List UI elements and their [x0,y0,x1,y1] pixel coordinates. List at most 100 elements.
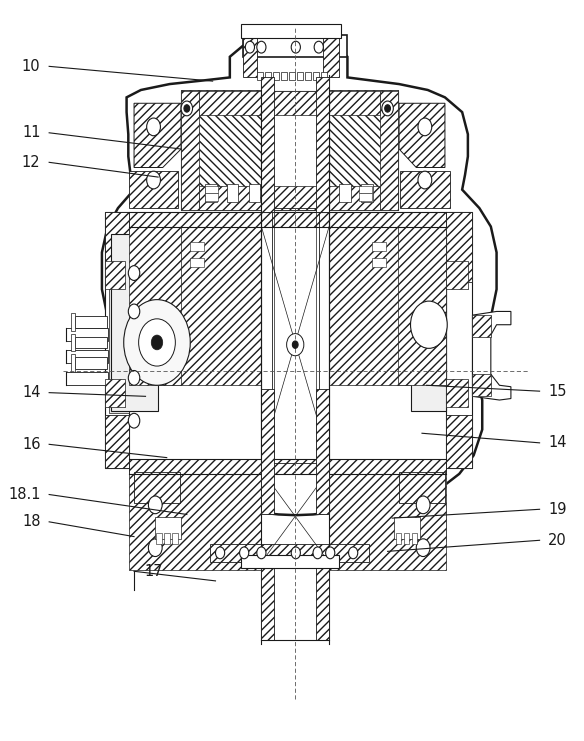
Bar [272,208,319,463]
Text: 19: 19 [548,502,566,516]
Bar [190,259,204,268]
Circle shape [128,370,140,385]
Polygon shape [329,227,446,385]
Text: 12: 12 [22,155,40,170]
Text: 11: 11 [22,125,40,140]
Polygon shape [130,459,262,570]
Bar [281,72,287,80]
Bar [75,357,106,369]
Circle shape [257,41,266,53]
Polygon shape [181,90,262,210]
Polygon shape [105,212,130,282]
Circle shape [326,547,335,559]
Polygon shape [329,90,398,210]
Text: 20: 20 [548,533,567,548]
Polygon shape [262,562,274,640]
Polygon shape [200,186,380,210]
Polygon shape [134,472,180,503]
Bar [181,91,398,210]
Polygon shape [210,544,369,562]
Bar [339,184,351,202]
Polygon shape [472,311,511,400]
Bar [190,242,204,251]
Circle shape [411,301,447,348]
Bar [165,533,170,544]
Circle shape [418,118,432,136]
Bar [359,193,371,201]
Text: 14: 14 [22,385,40,400]
Circle shape [416,496,430,514]
Polygon shape [130,171,178,208]
Circle shape [184,104,190,112]
Polygon shape [130,212,446,227]
Polygon shape [181,91,200,210]
Circle shape [349,547,358,559]
Text: 10: 10 [22,59,40,74]
Bar [257,72,263,80]
Polygon shape [105,262,125,289]
Bar [321,72,327,80]
Polygon shape [324,35,339,77]
Bar [318,184,329,202]
Circle shape [287,333,304,356]
Polygon shape [262,389,274,514]
Polygon shape [400,505,446,549]
Polygon shape [446,262,468,289]
Bar [205,193,218,201]
Polygon shape [446,212,472,282]
Bar [67,328,107,341]
Circle shape [181,101,193,116]
Bar [241,555,339,568]
Polygon shape [71,313,75,330]
Polygon shape [398,227,446,385]
Bar [205,184,217,202]
Bar [227,184,238,202]
Polygon shape [105,212,130,468]
Circle shape [291,547,300,559]
Polygon shape [472,374,491,396]
Polygon shape [105,379,125,408]
Bar [371,242,386,251]
Polygon shape [200,91,380,115]
Circle shape [385,104,391,112]
Circle shape [138,319,175,366]
Polygon shape [329,90,398,210]
Polygon shape [380,91,398,210]
Circle shape [382,101,393,116]
Polygon shape [446,379,468,408]
Circle shape [418,171,432,189]
Bar [67,372,107,385]
Bar [371,259,386,268]
Polygon shape [317,562,329,640]
Circle shape [215,547,225,559]
Bar [109,284,130,413]
Polygon shape [105,415,130,468]
Circle shape [124,299,190,385]
Polygon shape [102,35,496,515]
Text: 18.1: 18.1 [8,487,40,502]
Bar [361,184,373,202]
Polygon shape [262,77,274,212]
Circle shape [416,539,430,556]
Bar [297,72,303,80]
Polygon shape [317,389,329,514]
Text: 15: 15 [548,384,566,399]
Bar [67,350,107,363]
Bar [111,234,158,411]
Polygon shape [243,35,257,77]
Text: 16: 16 [22,437,40,452]
Polygon shape [400,171,450,208]
Bar [172,533,178,544]
Bar [243,35,347,57]
Polygon shape [446,415,472,468]
Polygon shape [472,315,491,337]
Bar [395,533,401,544]
Bar [205,186,218,193]
Circle shape [291,41,300,53]
Circle shape [314,41,324,53]
Circle shape [128,413,140,428]
Text: 17: 17 [144,564,163,579]
Bar [313,72,319,80]
Bar [412,533,418,544]
Bar [157,533,162,544]
